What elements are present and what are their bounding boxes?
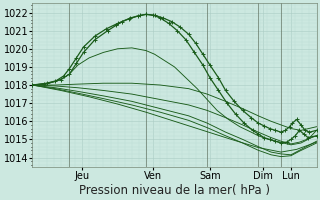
X-axis label: Pression niveau de la mer( hPa ): Pression niveau de la mer( hPa ) <box>79 184 270 197</box>
